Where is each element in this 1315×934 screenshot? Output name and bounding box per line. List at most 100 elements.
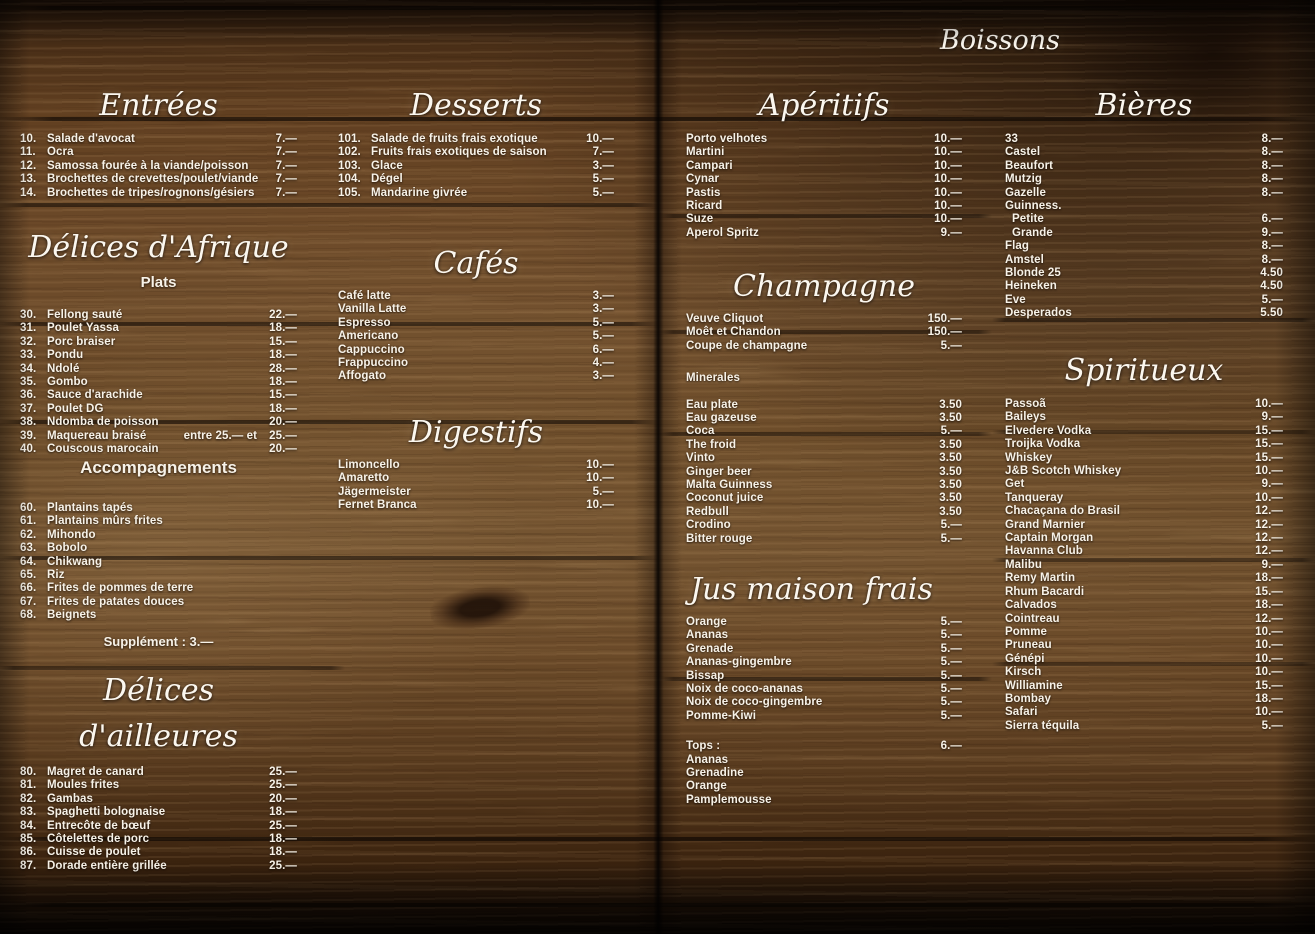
item-name: Porc braiser [47,335,116,348]
item-number: 34. [20,362,37,375]
item-price: 10.— [586,499,614,512]
item-price: 5.50 [1260,307,1283,320]
section-title: Champagne [733,269,915,304]
item-name: Maquereau braisé [47,429,147,442]
item-price: 10.— [934,186,962,199]
item-number: 35. [20,376,37,389]
item-name: Porto velhotes [686,133,768,145]
item-name: Riz [47,569,65,582]
menu-item-row: Redbull 3.50 [686,506,962,519]
item-name: Jägermeister [338,485,411,498]
menu-item-row: Coupe de champagne 5.— [686,340,962,353]
item-name: Suze [686,213,714,226]
item-name: Passoã [1005,398,1046,410]
item-name: Glace [371,159,403,172]
menu-item-row: Williamine 15.— [1005,680,1283,693]
item-name: Chikwang [47,555,103,568]
menu-item-row: 86. Cuisse de poulet 18.— [20,846,297,859]
section-title: Bières [1095,88,1193,123]
item-name: Remy Martin [1005,572,1076,585]
menu-item-row: 11. Ocra 7.— [20,146,297,159]
item-name: Côtelettes de porc [47,833,150,846]
item-name: Cappuccino [338,343,405,356]
item-price: 18.— [269,349,297,362]
item-name: Plantains tapés [47,502,133,514]
item-name: Veuve Cliquot [686,313,764,325]
item-number: 67. [20,595,37,608]
menu-item-row: Remy Martin 18.— [1005,572,1283,585]
menu-item-row: Tops : 6.— [686,740,962,753]
item-price: 10.— [1255,465,1283,478]
item-price: 5.— [940,669,962,682]
item-name: Moêt et Chandon [686,326,781,339]
menu-item-row: 102. Fruits frais exotiques de saison 7.— [338,146,614,159]
item-price: 25.— [269,859,297,872]
menu-item-row: 14. Brochettes de tripes/rognons/gésiers 7… [20,187,297,200]
menu-item-row: 12. Samossa fourée à la viande/poisson 7.— [20,160,297,173]
menu-item-row: Gazelle 8.— [1005,187,1283,200]
item-name: Blonde 25 [1005,267,1061,280]
section-title: Délices d'ailleures [79,673,238,754]
item-name: Vinto [686,452,716,465]
item-price: 25.— [269,766,297,778]
menu-item-row: Espresso 5.— [338,317,614,330]
item-price: 18.— [269,846,297,859]
menu-item-row: Chacaçana do Brasil 12.— [1005,505,1283,518]
item-number: 66. [20,582,37,595]
item-price: 10.— [1255,491,1283,504]
item-number: 86. [20,846,37,859]
menu-item-row: Grenade 5.— [686,643,962,656]
item-price: 10.— [1255,625,1283,638]
item-number: 31. [20,322,37,335]
menu-item-row: Moêt et Chandon 150.— [686,326,962,339]
item-price: 10.— [934,213,962,226]
item-name: Dégel [371,173,403,186]
item-price: 3.— [592,303,614,316]
item-price: 15.— [1255,424,1283,437]
section-title: Entrées [99,88,218,123]
item-name: Sierra téquila [1005,719,1080,732]
item-name: The froid [686,438,737,451]
item-price: 7.— [275,186,297,199]
item-name: Amaretto [338,472,390,485]
item-price: 6.— [1261,213,1283,226]
item-number: 80. [20,766,37,778]
section-entrees: Entrées 10. Salade d'avocat 7.— 11. Ocra 7.— 1… [20,86,297,200]
section-delices-ailleures: Délices d'ailleures 80. Magret de canard 2… [20,668,297,873]
section-bieres: Bières 33 8.— Castel 8.— Beaufort 8.— Mutzig 8.… [1005,86,1283,321]
item-price: 5.— [940,683,962,696]
item-number: 102. [338,146,361,159]
item-name: Martini [686,146,725,159]
item-number: 103. [338,159,361,172]
item-price: 7.— [592,146,614,159]
item-price: 18.— [269,322,297,335]
menu-item-row: 38. Ndomba de poisson 20.— [20,416,297,429]
section-spiritueux: Spiritueux Passoã 10.— Baileys 9.— Elvedere … [1005,350,1283,733]
item-price: 15.— [1255,451,1283,464]
item-name: Ndomba de poisson [47,416,159,429]
menu-item-row: Noix de coco-gingembre 5.— [686,696,962,709]
menu-item-row: Flag 8.— [1005,240,1283,253]
menu-item-row: Baileys 9.— [1005,411,1283,424]
item-name: Whiskey [1005,451,1053,464]
supplement-note: Supplément : 3.— [103,633,214,649]
menu-item-row: Pamplemousse [686,794,962,807]
item-price: 18.— [1255,692,1283,705]
item-price: 5.— [940,656,962,669]
item-name: Brochettes de crevettes/poulet/viande [47,173,259,186]
item-name: Génépi [1005,652,1045,665]
menu-item-row: Kirsch 10.— [1005,666,1283,679]
menu-item-row: Amaretto 10.— [338,472,614,485]
menu-item-row: 36. Sauce d'arachide 15.— [20,389,297,402]
menu-item-row: 61. Plantains mûrs frites [20,515,297,528]
item-price: 3.50 [939,479,962,492]
item-price: 3.50 [939,398,962,411]
item-price: 18.— [1255,599,1283,612]
menu-item-row: Tanqueray 10.— [1005,492,1283,505]
item-price: 7.— [275,146,297,159]
section-title: Spiritueux [1064,353,1224,388]
section-title: Digestifs [408,415,544,450]
item-number: 14. [20,186,37,199]
item-price: 12.— [1255,518,1283,531]
item-price: 3.— [592,370,614,383]
